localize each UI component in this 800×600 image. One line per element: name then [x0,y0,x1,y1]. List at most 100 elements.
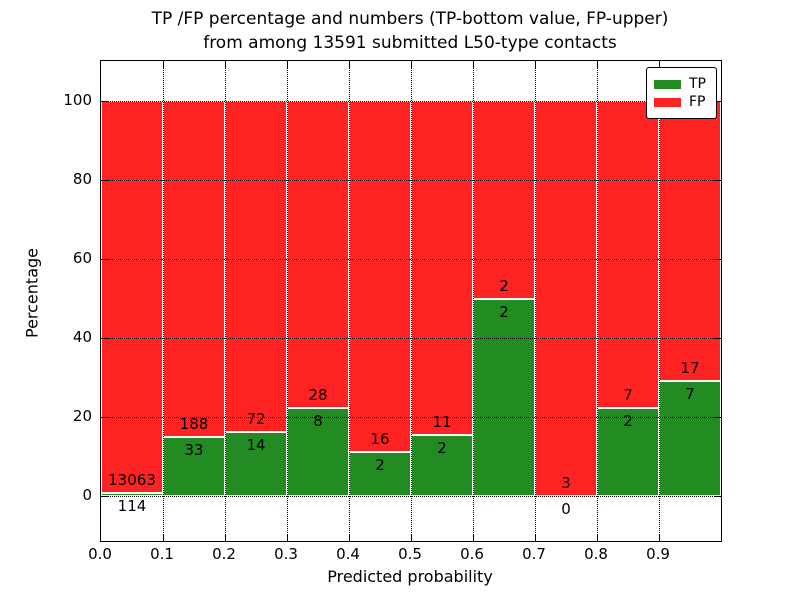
bar-segment-fp [225,101,287,432]
y-tick-mark [714,416,721,418]
y-tick-label: 20 [72,407,92,426]
annotation-tp-count: 0 [561,500,571,518]
annotation-fp-count: 17 [680,358,700,377]
gridline-vertical [658,61,660,541]
x-tick-mark [286,534,288,541]
x-tick-mark [472,61,474,68]
x-tick-label: 0.8 [584,545,608,563]
x-tick-label: 0.5 [398,545,422,563]
plot-area: 13063 114 188 33 72 14 28 8 16 2 11 2 2 2 3 0 7 2 17 7 TP FP [100,60,722,542]
x-tick-mark [286,61,288,68]
annotation-fp-count: 7 [623,386,633,405]
annotation-tp-count: 14 [246,435,266,454]
x-tick-label: 0.9 [646,545,670,563]
legend: TP FP [646,67,717,119]
annotation-tp-count: 2 [375,456,385,475]
gridline-vertical [162,61,164,541]
x-tick-mark [224,61,226,68]
annotation-fp-count: 11 [432,413,452,432]
legend-label: TP [689,76,706,92]
y-tick-mark [101,416,108,418]
x-tick-label: 0.7 [522,545,546,563]
y-tick-label: 100 [63,91,92,110]
bar-segment-fp [411,101,473,436]
y-tick-mark [714,100,721,102]
x-tick-label: 0.1 [150,545,174,563]
annotation-fp-count: 16 [370,430,390,449]
annotation-fp-count: 13063 [108,470,156,489]
y-tick-mark [101,258,108,260]
annotation-tp-count: 2 [623,412,633,431]
bar-segment-fp [349,101,411,453]
x-tick-mark [224,534,226,541]
x-tick-mark [162,534,164,541]
annotation-tp-count: 33 [184,441,204,460]
y-tick-mark [714,258,721,260]
bar-segment-tp [473,298,535,496]
x-tick-mark [162,61,164,68]
bar-segment-fp [535,101,597,496]
x-tick-label: 0.0 [88,545,112,563]
y-tick-mark [714,337,721,339]
x-tick-mark [410,61,412,68]
x-tick-label: 0.3 [274,545,298,563]
x-tick-mark [348,534,350,541]
bar-segment-fp [287,101,349,409]
x-tick-mark [596,61,598,68]
gridline-vertical [534,61,536,541]
y-tick-label: 60 [72,249,92,268]
x-tick-label: 0.6 [460,545,484,563]
annotation-tp-count: 114 [117,496,147,515]
bar-segment-fp [659,101,721,381]
legend-entry: FP [654,94,710,110]
chart-title-line2: from among 13591 submitted L50-type cont… [203,33,617,53]
annotation-tp-count: 2 [437,439,447,458]
bar-segment-fp [163,101,225,438]
x-tick-mark [534,534,536,541]
y-tick-mark [101,100,108,102]
annotation-tp-count: 8 [313,412,323,431]
y-tick-label: 80 [72,170,92,189]
bar-segment-fp [473,101,535,299]
x-tick-mark [658,61,660,68]
legend-entry: TP [654,76,710,92]
bar-segment-fp [101,101,163,493]
legend-swatch-fp [654,97,681,107]
x-tick-mark [534,61,536,68]
bar-segment-tp [659,380,721,496]
y-tick-mark [101,337,108,339]
bar-segment-tp [225,431,287,496]
annotation-tp-count: 2 [499,302,509,321]
y-tick-mark [714,495,721,497]
legend-label: FP [689,94,706,110]
annotation-fp-count: 72 [246,409,266,428]
y-tick-mark [714,179,721,181]
x-tick-mark [348,61,350,68]
y-tick-label: 0 [82,486,92,504]
gridline-vertical [286,61,288,541]
gridline-vertical [224,61,226,541]
annotation-tp-count: 7 [685,384,695,403]
y-tick-mark [101,179,108,181]
x-tick-label: 0.2 [212,545,236,563]
gridline-vertical [596,61,598,541]
x-tick-mark [596,534,598,541]
bar-segment-tp [597,408,659,496]
x-tick-mark [472,534,474,541]
x-tick-label: 0.4 [336,545,360,563]
y-tick-label: 40 [72,328,92,347]
gridline-vertical [348,61,350,541]
x-tick-mark [410,534,412,541]
x-tick-mark [658,534,660,541]
bar-segment-fp [597,101,659,409]
gridline-vertical [472,61,474,541]
x-axis-label: Predicted probability [327,567,493,586]
annotation-fp-count: 3 [561,474,571,492]
y-tick-mark [101,495,108,497]
annotation-fp-count: 2 [499,276,509,295]
annotation-fp-count: 188 [179,415,209,434]
gridline-vertical [410,61,412,541]
chart-title-line1: TP /FP percentage and numbers (TP-bottom… [151,9,669,29]
annotation-fp-count: 28 [308,386,328,405]
